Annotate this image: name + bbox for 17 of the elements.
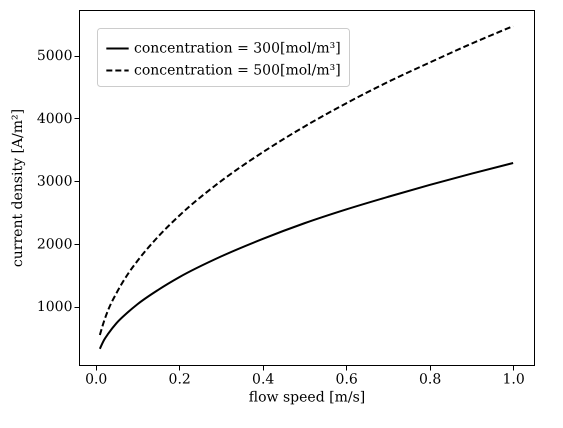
x-tick-label: 1.0 [502,372,525,388]
x-tick-label: 0.6 [336,372,358,388]
y-axis-title: current density [A/m²] [10,108,26,268]
x-axis-title: flow speed [m/s] [248,390,366,406]
x-tick-label: 0.4 [252,372,274,388]
x-tick-label: 0.8 [419,372,442,388]
line-series [98,25,514,336]
legend-label: concentration = 500[mol/m³] [134,62,341,78]
y-tick-label: 1000 [36,299,72,316]
legend-label: concentration = 300[mol/m³] [134,40,341,56]
y-tick-label: 2000 [36,236,72,252]
y-tick-label: 5000 [36,48,72,64]
x-tick-label: 0.2 [168,372,191,388]
y-tick-label: 4000 [36,110,72,127]
line-series [98,162,514,350]
x-tick-label: 0.0 [85,372,108,388]
y-tick-label: 3000 [36,174,72,190]
